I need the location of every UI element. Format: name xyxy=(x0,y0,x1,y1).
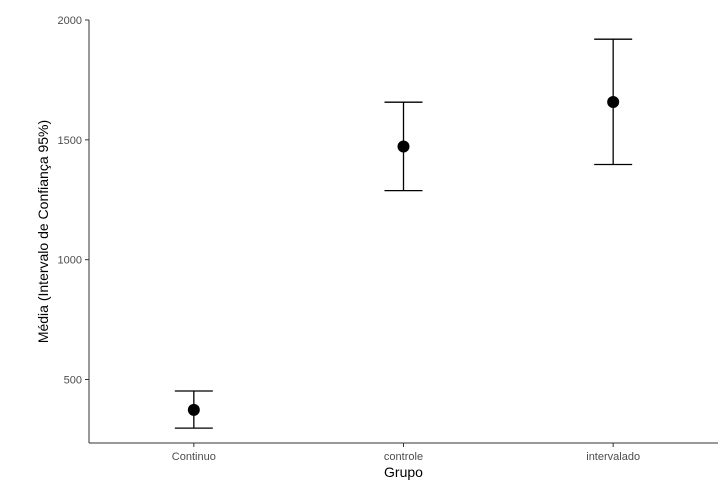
mean-point xyxy=(397,140,410,153)
x-axis-ticks: Continuo controle intervalado xyxy=(172,443,640,463)
x-tick-label: controle xyxy=(384,451,423,463)
mean-point xyxy=(607,95,620,108)
y-axis-ticks: 500 1000 1500 2000 xyxy=(58,15,89,386)
y-tick-label: 1000 xyxy=(58,255,82,267)
x-tick-label: Continuo xyxy=(172,451,216,463)
y-tick-label: 2000 xyxy=(58,15,82,27)
y-axis-title: Média (Intervalo de Confiança 95%) xyxy=(35,120,51,343)
x-tick-label: intervalado xyxy=(586,451,640,463)
mean-point xyxy=(187,403,200,416)
error-bars-layer xyxy=(174,38,633,429)
y-tick-label: 1500 xyxy=(58,135,82,147)
y-tick-label: 500 xyxy=(64,374,82,386)
x-axis-title: Grupo xyxy=(384,464,423,480)
points-layer xyxy=(187,95,620,416)
